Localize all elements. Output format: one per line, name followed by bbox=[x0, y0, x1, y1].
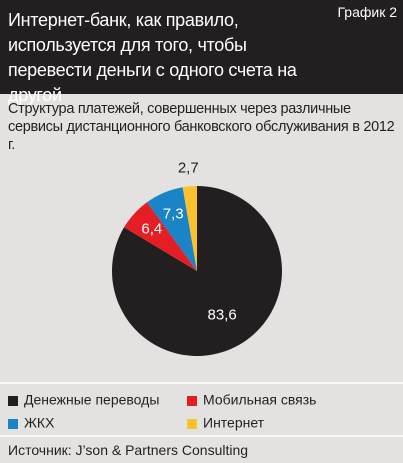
data-label: 2,7 bbox=[178, 159, 199, 176]
legend-swatch bbox=[8, 396, 18, 406]
legend-label: Мобильная связь bbox=[203, 392, 316, 408]
legend-label: Денежные переводы bbox=[24, 392, 159, 408]
chart-title: Интернет-банк, как правило, используется… bbox=[8, 10, 297, 105]
legend-swatch bbox=[187, 419, 197, 429]
chart-subtitle: Структура платежей, совершенных через ра… bbox=[8, 101, 395, 153]
data-label: 6,4 bbox=[141, 221, 162, 238]
data-label: 83,6 bbox=[208, 306, 237, 323]
badge: График 2 bbox=[337, 4, 397, 20]
legend-label: ЖКХ bbox=[24, 415, 55, 431]
legend-label: Интернет bbox=[203, 415, 265, 431]
data-label: 7,3 bbox=[163, 206, 184, 223]
source: Источник: J’son & Partners Consulting bbox=[8, 442, 249, 458]
pie-slice bbox=[124, 202, 197, 271]
pie-slice bbox=[147, 187, 197, 271]
pie-slice bbox=[182, 186, 197, 271]
legend-swatch bbox=[187, 396, 197, 406]
header bbox=[0, 0, 403, 94]
legend-swatch bbox=[8, 419, 18, 429]
